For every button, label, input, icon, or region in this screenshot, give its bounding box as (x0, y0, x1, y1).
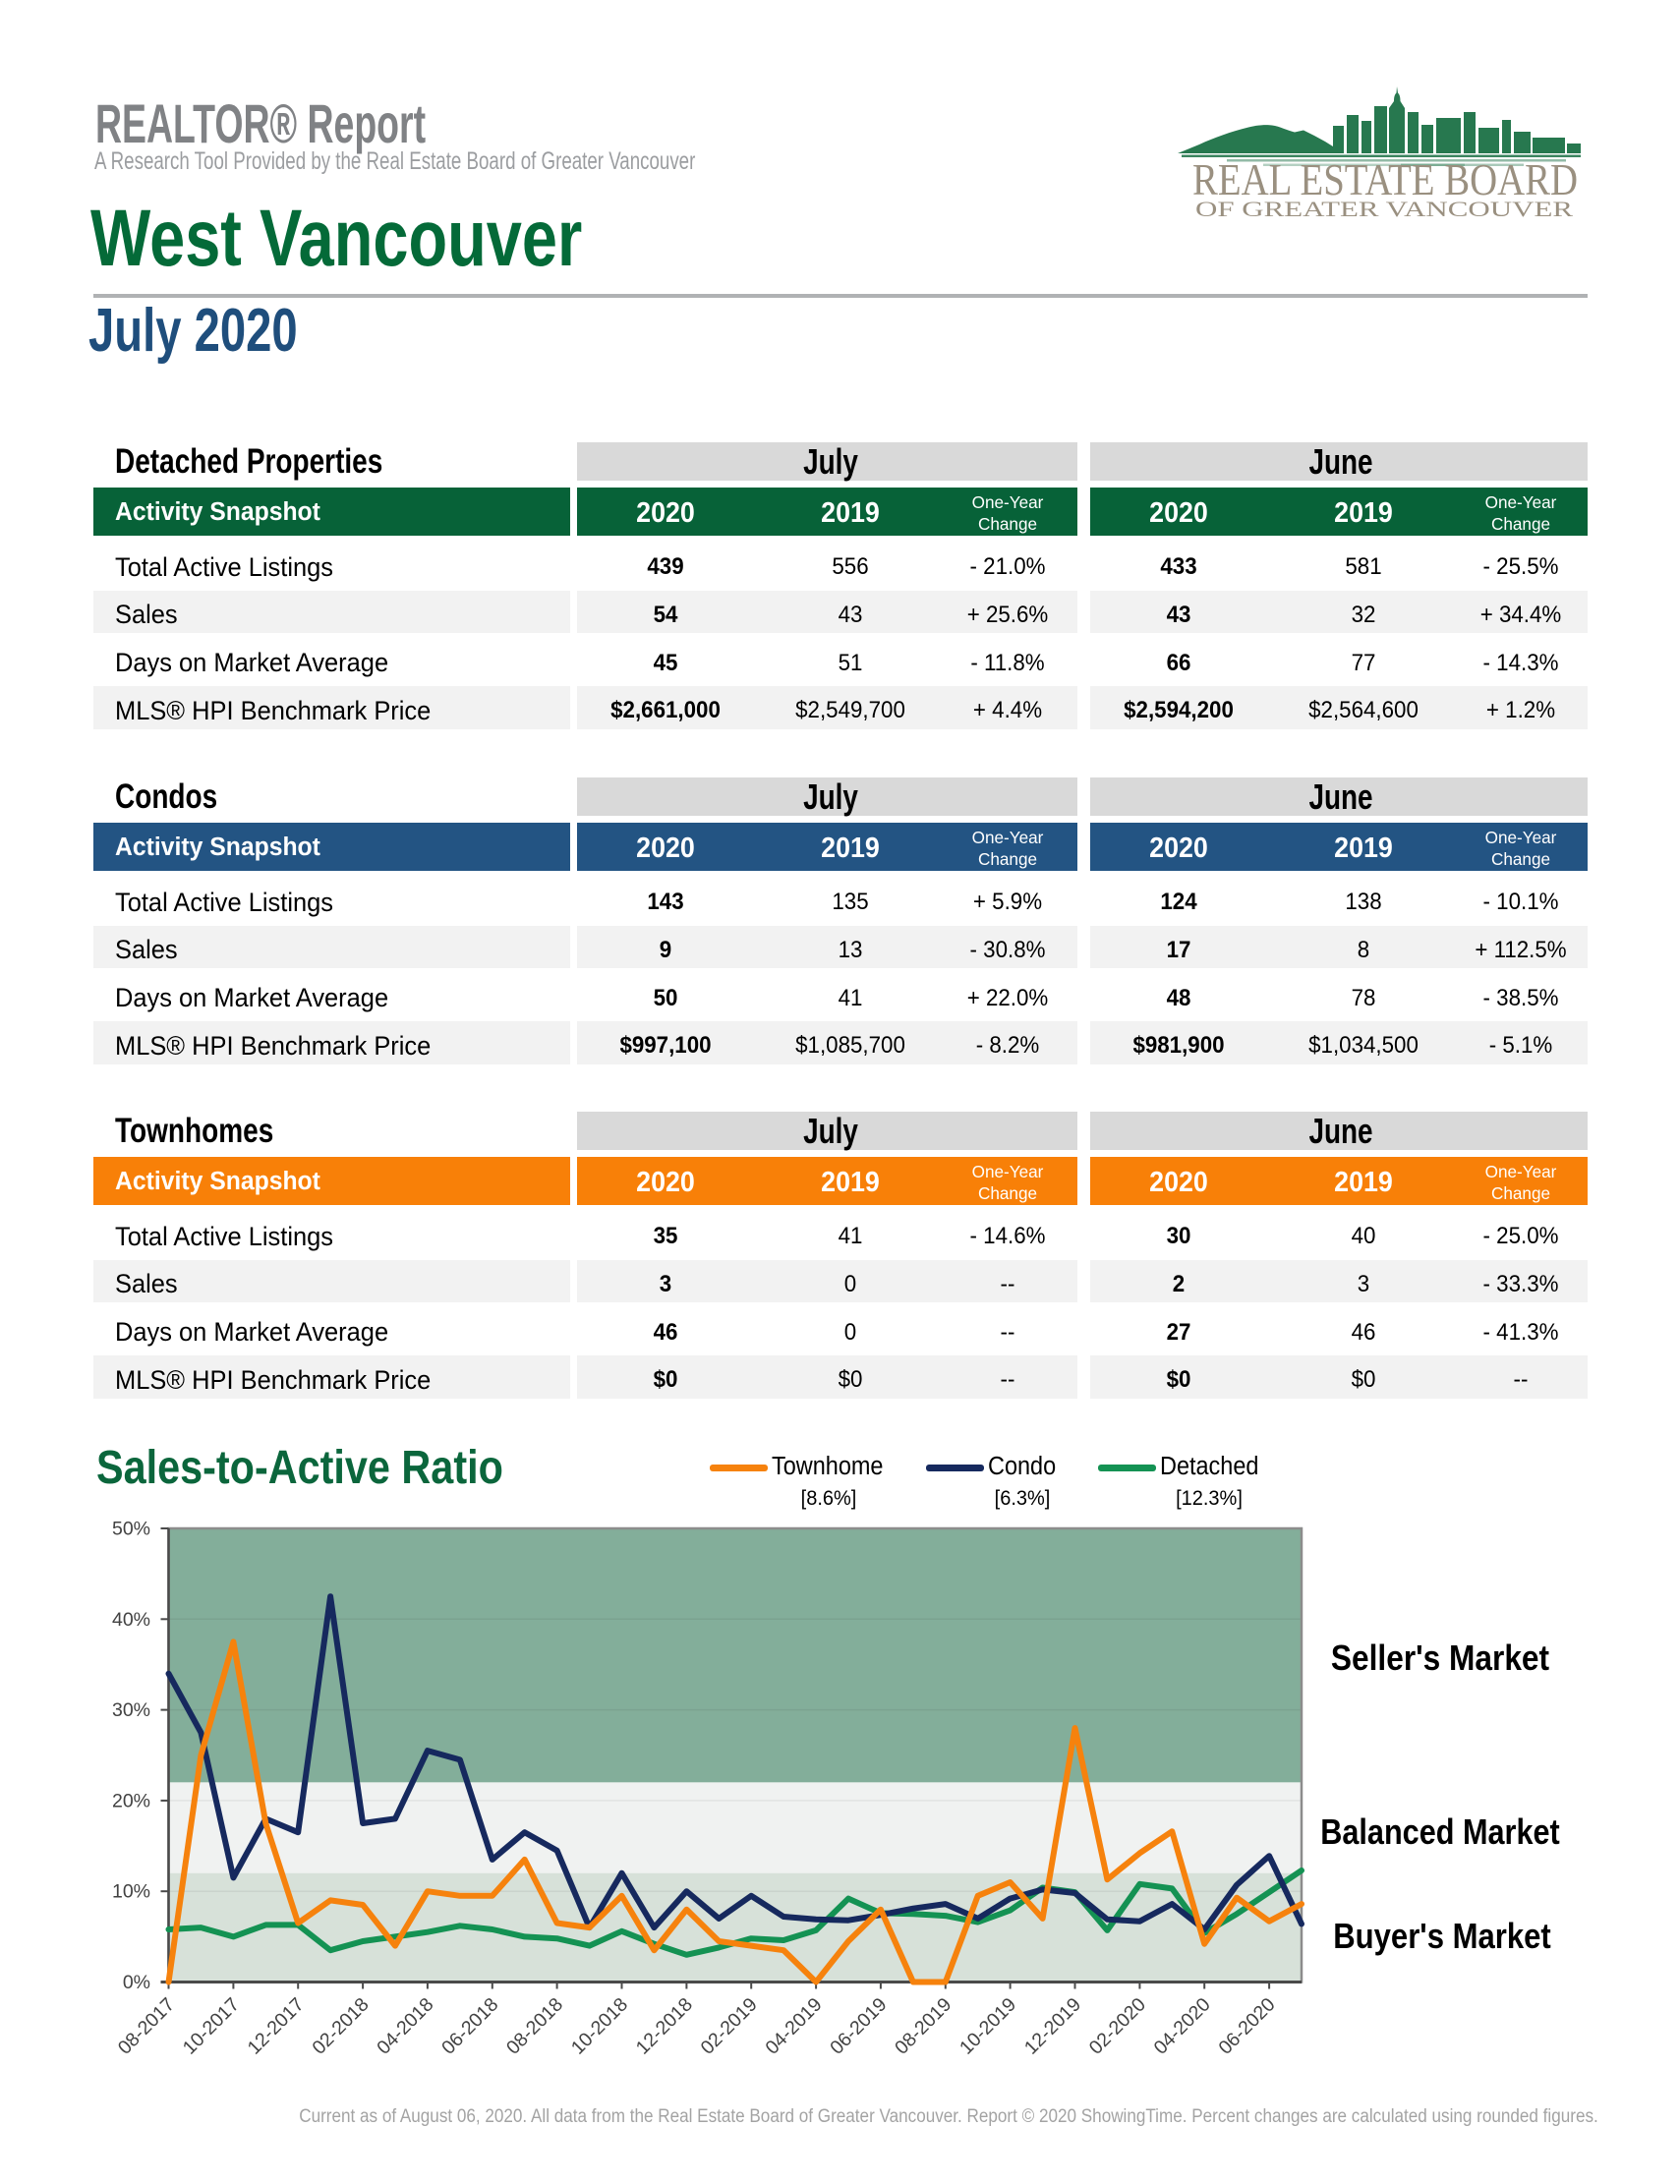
svg-text:06-2018: 06-2018 (437, 1993, 502, 2058)
svg-text:10-2017: 10-2017 (179, 1993, 244, 2058)
svg-text:12-2017: 12-2017 (244, 1993, 309, 2058)
svg-text:20%: 20% (112, 1790, 150, 1811)
svg-text:10-2019: 10-2019 (956, 1993, 1020, 2058)
svg-text:06-2020: 06-2020 (1214, 1993, 1279, 2058)
svg-text:REAL ESTATE BOARD: REAL ESTATE BOARD (1192, 154, 1578, 204)
svg-text:08-2019: 08-2019 (891, 1993, 956, 2058)
svg-text:12-2019: 12-2019 (1020, 1993, 1085, 2058)
svg-text:0%: 0% (123, 1972, 150, 1993)
svg-text:40%: 40% (112, 1609, 150, 1631)
svg-text:50%: 50% (112, 1519, 150, 1540)
svg-text:04-2020: 04-2020 (1150, 1993, 1215, 2058)
svg-text:06-2019: 06-2019 (826, 1993, 891, 2058)
svg-text:OF GREATER VANCOUVER: OF GREATER VANCOUVER (1195, 197, 1573, 221)
svg-text:02-2019: 02-2019 (697, 1993, 762, 2058)
svg-text:08-2018: 08-2018 (502, 1993, 567, 2058)
svg-text:08-2017: 08-2017 (114, 1993, 179, 2058)
svg-text:02-2020: 02-2020 (1085, 1993, 1150, 2058)
svg-text:04-2018: 04-2018 (373, 1993, 437, 2058)
svg-text:02-2018: 02-2018 (308, 1993, 373, 2058)
svg-text:10-2018: 10-2018 (567, 1993, 632, 2058)
svg-text:10%: 10% (112, 1881, 150, 1903)
svg-text:12-2018: 12-2018 (632, 1993, 697, 2058)
svg-text:04-2019: 04-2019 (761, 1993, 826, 2058)
svg-text:30%: 30% (112, 1699, 150, 1721)
